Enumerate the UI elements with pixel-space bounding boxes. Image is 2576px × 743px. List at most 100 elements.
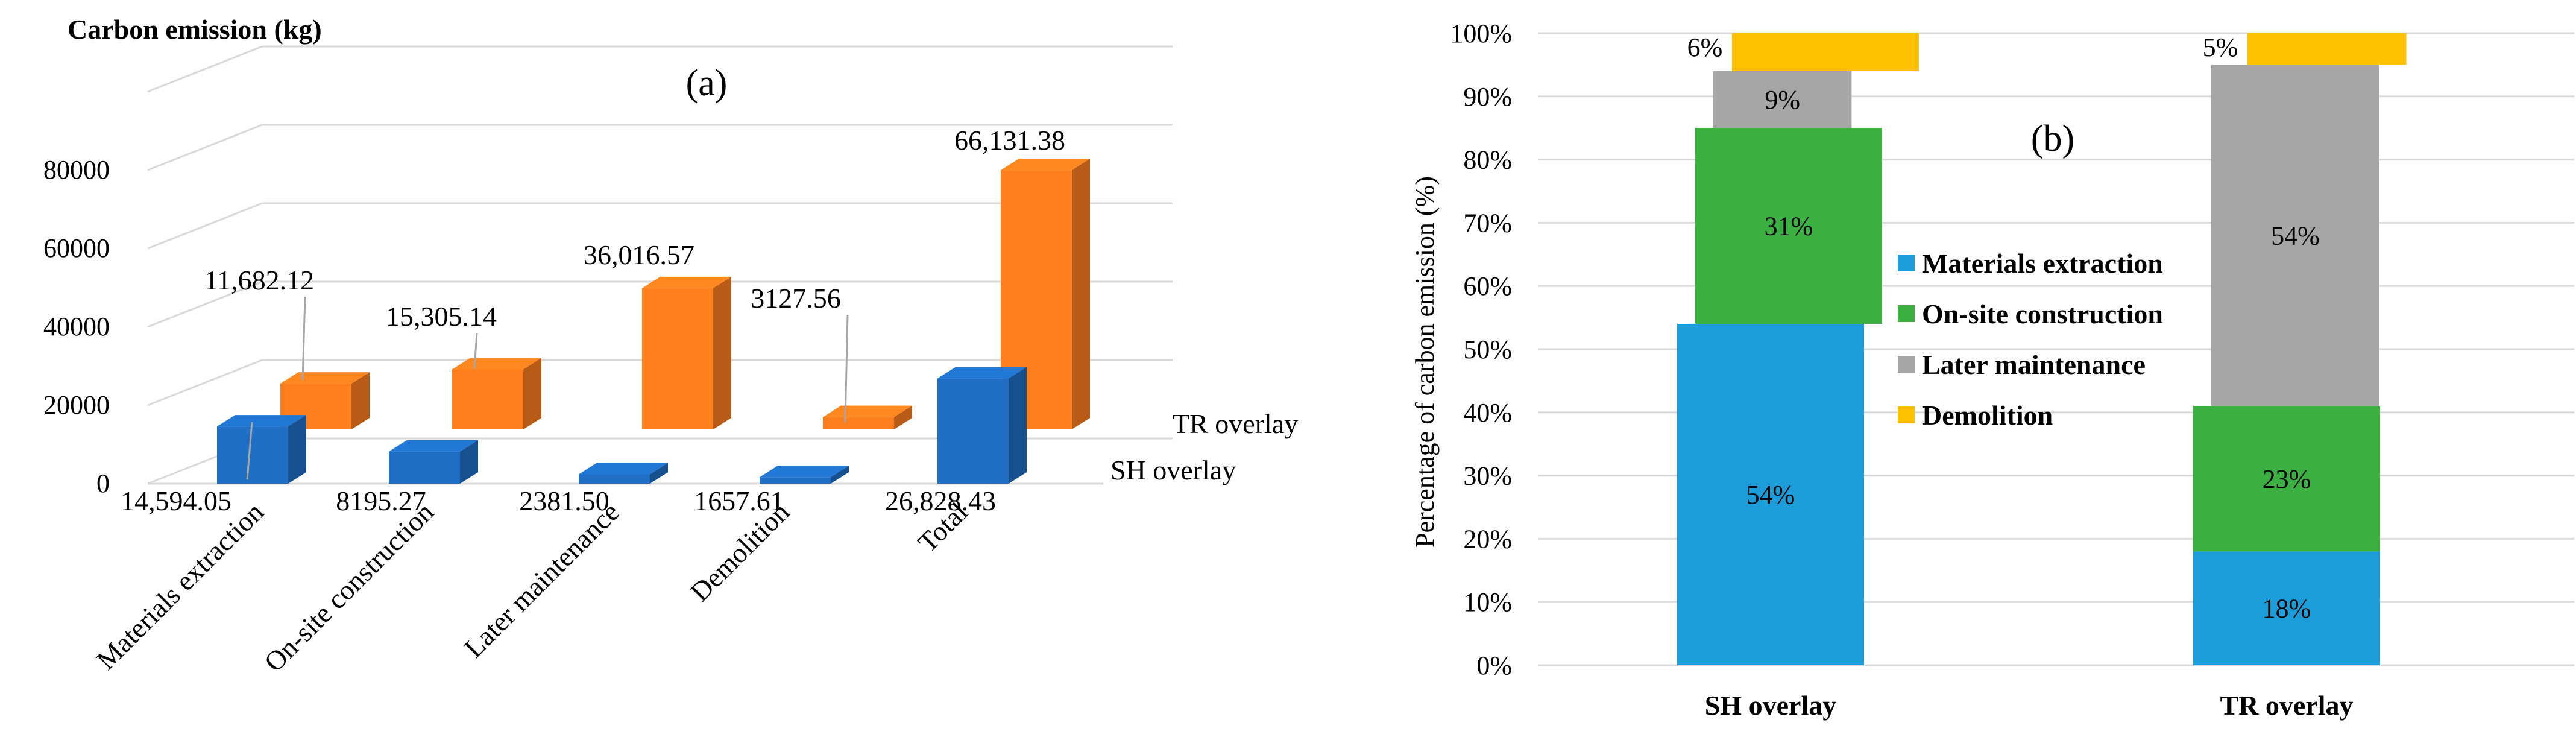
legend-label-on-site-construction: On-site construction — [1922, 299, 2163, 329]
legend-swatch-demolition — [1898, 406, 1915, 423]
panel-b-y-ticks: 0% 10% 20% 30% 40% 50% 60% 70% 80% 90% 100% — [1450, 19, 1512, 680]
gridline-a — [147, 359, 1173, 406]
data-label-b: 54% — [2271, 221, 2320, 250]
panel-a-data-labels: 11,682.12 15,305.14 36,016.57 3127.56 66,131… — [121, 125, 1065, 516]
data-label-b: 6% — [1687, 33, 1723, 62]
category-label: Later maintenance — [458, 496, 625, 663]
y-tick-label-b: 10% — [1463, 587, 1512, 617]
bar-side — [831, 466, 849, 484]
y-tick-label: 0 — [96, 469, 110, 498]
panel-a-letter: (a) — [686, 63, 728, 104]
bar-side — [1009, 367, 1027, 484]
panel-b-legend: Materials extraction On-site construction… — [1898, 248, 2163, 431]
segment-sh-overlay-materials-extraction — [1677, 324, 1864, 665]
y-tick-label-b: 90% — [1463, 82, 1512, 112]
category-label: Materials extraction — [90, 496, 269, 675]
leader-line — [844, 314, 849, 423]
panel-a-bars — [217, 159, 1090, 484]
panel-a-title: Carbon emission (kg) — [68, 14, 322, 45]
y-tick-label-b: 100% — [1450, 19, 1512, 48]
bar-side — [650, 463, 668, 484]
bar-sh-later-maintenance — [579, 463, 668, 484]
data-label-sh: 1657.61 — [694, 485, 784, 516]
bar-side — [460, 440, 478, 484]
category-label: On-site construction — [258, 496, 439, 678]
y-tick-label: 80000 — [43, 155, 110, 185]
data-label-tr: 15,305.14 — [386, 301, 497, 332]
series-label-sh-overlay: SH overlay — [1110, 455, 1236, 485]
category-label-b: TR overlay — [2220, 690, 2353, 721]
panel-a-gridlines — [147, 45, 1173, 485]
data-label-b: 5% — [2203, 33, 2238, 62]
bar-tr-materials-extraction — [280, 372, 370, 429]
leader-line — [473, 332, 478, 369]
bar-side — [1072, 159, 1090, 429]
legend-label-later-maintenance: Later maintenance — [1922, 349, 2146, 380]
legend-swatch-later-maintenance — [1898, 356, 1915, 373]
gridline-a — [147, 124, 1173, 171]
bar-side — [523, 358, 541, 429]
y-tick-label-b: 60% — [1463, 271, 1512, 301]
bar-front — [452, 369, 523, 429]
bar-side — [894, 405, 912, 429]
bar-tr-later-maintenance — [642, 276, 731, 429]
data-label-b: 18% — [2263, 594, 2311, 624]
panel-b-letter: (b) — [2031, 118, 2074, 159]
bar-top — [760, 466, 849, 478]
data-label-sh: 14,594.05 — [121, 485, 231, 516]
data-label-b: 54% — [1746, 480, 1795, 510]
bar-tr-demolition — [823, 405, 912, 429]
y-tick-label-b: 50% — [1463, 335, 1512, 364]
bar-top — [389, 440, 478, 452]
leader-line — [301, 296, 306, 381]
bar-side — [713, 276, 731, 429]
bar-sh-demolition — [760, 466, 849, 484]
bar-front — [389, 451, 460, 484]
panel-a-chart: Carbon emission (kg) (a) 0 20000 40000 6000… — [43, 14, 1298, 678]
data-label-sh: 8195.27 — [336, 485, 426, 516]
data-label-b: 23% — [2263, 464, 2311, 494]
y-tick-label-b: 70% — [1463, 208, 1512, 238]
legend-label-demolition: Demolition — [1922, 400, 2053, 431]
panel-a-y-ticks: 0 20000 40000 60000 80000 — [43, 155, 110, 498]
segment-sh-overlay-on-site-construction — [1695, 128, 1882, 324]
leader-line — [246, 422, 253, 480]
bar-sh-materials-extraction — [217, 415, 306, 484]
bar-tr-on-site-construction — [452, 358, 541, 429]
bar-sh-total — [937, 367, 1027, 484]
y-tick-label: 20000 — [43, 390, 110, 420]
panel-b-category-labels: SH overlay TR overlay — [1705, 690, 2354, 721]
bar-top — [642, 276, 731, 288]
data-label-b: 9% — [1765, 85, 1800, 115]
legend-label-materials-extraction: Materials extraction — [1922, 248, 2163, 279]
bar-front — [823, 417, 894, 429]
data-label-tr: 3127.56 — [751, 283, 841, 314]
segment-tr-overlay-on-site-construction — [2193, 406, 2380, 552]
y-tick-label: 40000 — [43, 312, 110, 341]
data-label-sh: 26,828.43 — [885, 485, 996, 516]
panel-b-y-axis-title: Percentage of carbon emission (%) — [1410, 176, 1440, 548]
segment-sh-overlay-later-maintenance — [1713, 71, 1852, 128]
segment-tr-overlay-materials-extraction — [2193, 551, 2380, 665]
legend-swatch-materials-extraction — [1898, 255, 1915, 271]
segment-tr-overlay-later-maintenance — [2211, 65, 2379, 406]
bar-front — [937, 378, 1009, 484]
gridline-a — [147, 202, 1173, 250]
y-tick-label: 60000 — [43, 233, 110, 263]
y-tick-label-b: 80% — [1463, 145, 1512, 175]
bar-top — [1001, 159, 1090, 171]
bar-front — [642, 288, 713, 429]
data-label-sh: 2381.50 — [519, 485, 609, 516]
bar-top — [937, 367, 1027, 379]
panel-b-chart: (b) Percentage of carbon emission (%) 0%… — [1410, 19, 2574, 721]
data-label-b: 31% — [1765, 212, 1813, 241]
data-label-tr: 11,682.12 — [204, 265, 314, 296]
gridline-a — [147, 280, 1173, 328]
bar-front — [579, 474, 650, 484]
category-label-b: SH overlay — [1705, 690, 1836, 721]
bar-front — [760, 477, 831, 484]
segment-tr-overlay-demolition — [2247, 33, 2407, 65]
panel-b-bars: 54% 31% 9% 6% 18% 23% 54% 5% — [1677, 33, 2407, 665]
